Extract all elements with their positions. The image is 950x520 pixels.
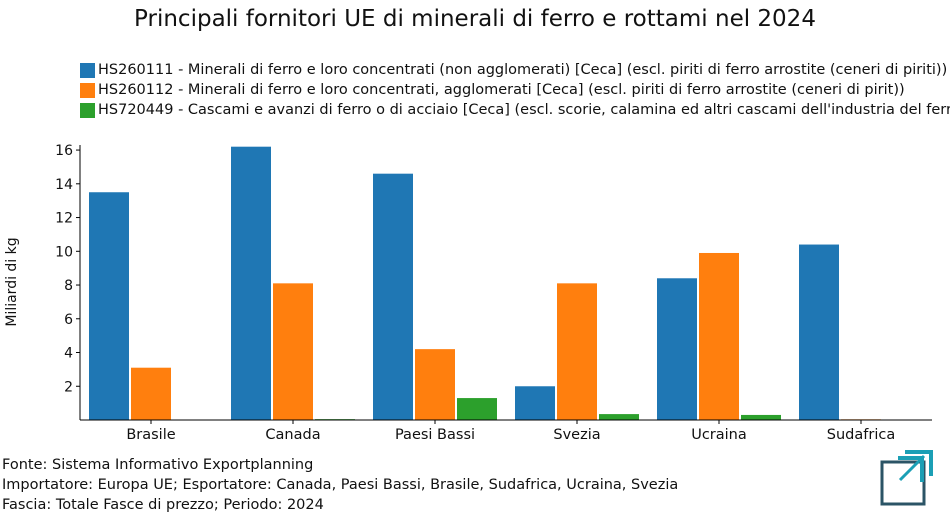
y-tick-label: 10 <box>55 244 73 260</box>
x-tick-label: Sudafrica <box>827 427 895 443</box>
legend-item: HS260111 - Minerali di ferro e loro conc… <box>80 60 950 80</box>
importer-note: Importatore: Europa UE; Esportatore: Can… <box>2 477 679 493</box>
x-tick-label: Brasile <box>126 427 175 443</box>
bar <box>599 414 639 420</box>
x-tick-label: Paesi Bassi <box>395 427 475 443</box>
chart-title: Principali fornitori UE di minerali di f… <box>134 6 816 32</box>
bar <box>457 398 497 420</box>
legend-label: HS260112 - Minerali di ferro e loro conc… <box>98 82 905 98</box>
legend-label: HS720449 - Cascami e avanzi di ferro o d… <box>98 102 950 118</box>
bar <box>131 367 171 420</box>
bar <box>231 146 271 420</box>
legend-swatch <box>80 82 95 98</box>
bar <box>89 192 129 420</box>
bar <box>557 283 597 420</box>
bar <box>273 283 313 420</box>
bar <box>699 252 739 420</box>
y-tick-label: 16 <box>55 143 73 159</box>
y-tick-label: 2 <box>64 379 73 395</box>
x-tick-label: Svezia <box>553 427 600 443</box>
bar <box>515 386 555 420</box>
y-tick-label: 14 <box>55 177 73 193</box>
bar <box>415 349 455 420</box>
bar <box>657 278 697 420</box>
bar <box>373 173 413 420</box>
bar <box>741 414 781 420</box>
legend-swatch <box>80 102 95 118</box>
y-tick-label: 6 <box>64 312 73 328</box>
legend: HS260111 - Minerali di ferro e loro conc… <box>80 60 950 120</box>
legend-item: HS720449 - Cascami e avanzi di ferro o d… <box>80 100 950 120</box>
x-tick-label: Ucraina <box>691 427 747 443</box>
legend-swatch <box>80 62 95 78</box>
y-tick-label: 4 <box>64 346 73 362</box>
exportplanning-logo-icon <box>880 450 933 506</box>
y-tick-label: 8 <box>64 278 73 294</box>
bar <box>799 244 839 420</box>
x-tick-label: Canada <box>265 427 320 443</box>
legend-item: HS260112 - Minerali di ferro e loro conc… <box>80 80 950 100</box>
legend-label: HS260111 - Minerali di ferro e loro conc… <box>98 62 948 78</box>
y-tick-label: 12 <box>55 211 73 227</box>
range-note: Fascia: Totale Fasce di prezzo; Periodo:… <box>2 497 324 513</box>
source-note: Fonte: Sistema Informativo Exportplannin… <box>2 457 314 473</box>
chart-footer: Fonte: Sistema Informativo Exportplannin… <box>2 455 678 515</box>
